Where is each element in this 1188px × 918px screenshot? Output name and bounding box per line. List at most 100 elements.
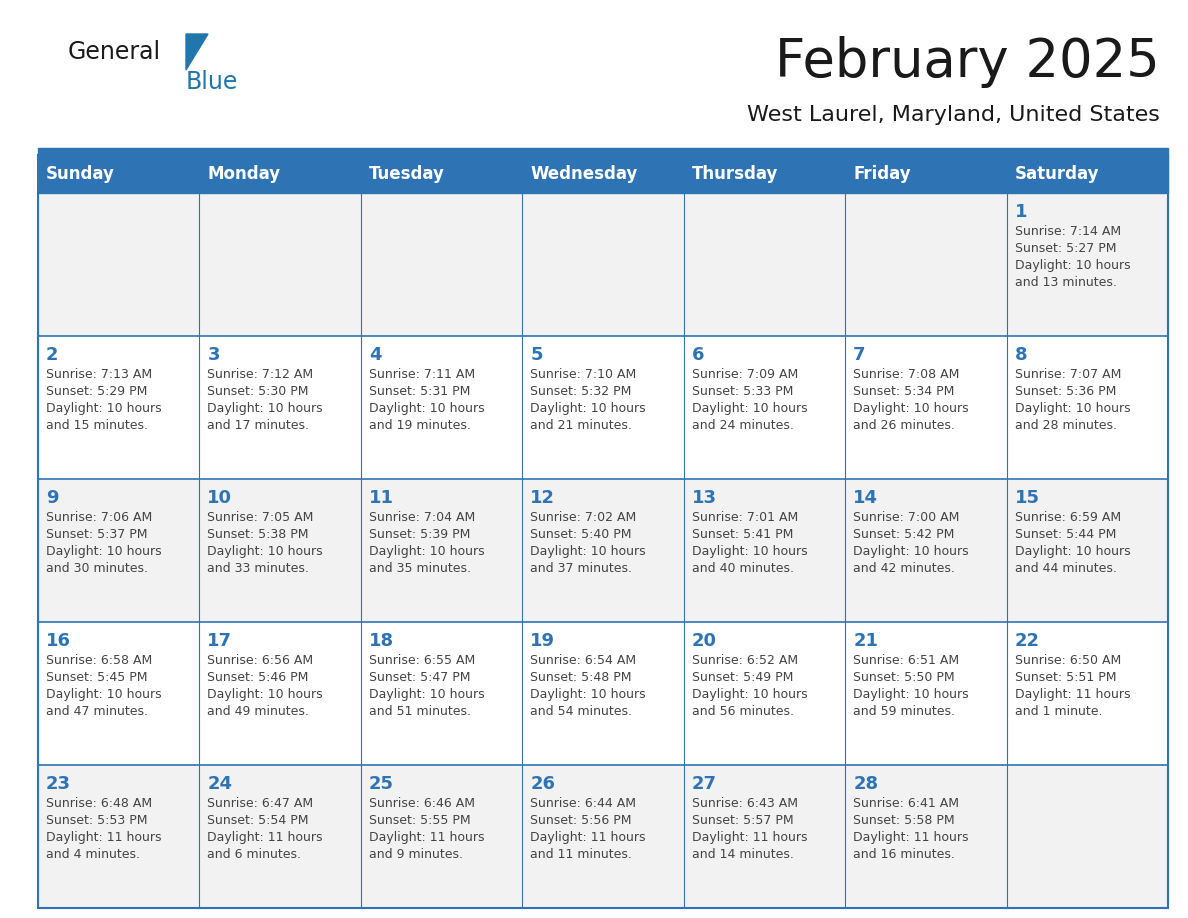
Text: 19: 19 [530,632,555,650]
Text: and 42 minutes.: and 42 minutes. [853,562,955,575]
Text: 7: 7 [853,346,866,364]
Bar [1006,622,1168,765]
Text: 23: 23 [46,775,71,793]
Bar [523,765,684,908]
Text: 2: 2 [46,346,58,364]
Bar [845,622,1006,765]
Text: Sunset: 5:58 PM: Sunset: 5:58 PM [853,814,955,827]
Text: Daylight: 10 hours: Daylight: 10 hours [208,688,323,701]
Bar [200,155,361,193]
Text: Sunset: 5:55 PM: Sunset: 5:55 PM [368,814,470,827]
Text: 5: 5 [530,346,543,364]
Bar [684,193,845,336]
Bar [38,155,1168,908]
Text: and 13 minutes.: and 13 minutes. [1015,276,1117,289]
Text: Sunrise: 6:55 AM: Sunrise: 6:55 AM [368,654,475,667]
Text: Sunset: 5:29 PM: Sunset: 5:29 PM [46,385,147,398]
Text: Sunrise: 7:00 AM: Sunrise: 7:00 AM [853,511,960,524]
Bar [523,622,684,765]
Text: and 51 minutes.: and 51 minutes. [368,705,470,718]
Text: Sunrise: 7:08 AM: Sunrise: 7:08 AM [853,368,960,381]
Text: 17: 17 [208,632,233,650]
Bar [1006,765,1168,908]
Text: Sunset: 5:42 PM: Sunset: 5:42 PM [853,528,954,541]
Text: Sunrise: 7:04 AM: Sunrise: 7:04 AM [368,511,475,524]
Bar [361,193,523,336]
Bar [38,765,200,908]
Text: February 2025: February 2025 [776,36,1159,88]
Text: Sunset: 5:37 PM: Sunset: 5:37 PM [46,528,147,541]
Bar [684,622,845,765]
Text: Saturday: Saturday [1015,165,1099,183]
Text: Daylight: 10 hours: Daylight: 10 hours [853,545,968,558]
Text: Daylight: 11 hours: Daylight: 11 hours [853,831,968,844]
Text: and 54 minutes.: and 54 minutes. [530,705,632,718]
Text: Sunrise: 7:07 AM: Sunrise: 7:07 AM [1015,368,1121,381]
Bar [200,193,361,336]
Bar [845,155,1006,193]
Text: Sunrise: 6:54 AM: Sunrise: 6:54 AM [530,654,637,667]
Text: Sunset: 5:30 PM: Sunset: 5:30 PM [208,385,309,398]
Bar [361,479,523,622]
Bar [200,622,361,765]
Text: Sunset: 5:31 PM: Sunset: 5:31 PM [368,385,470,398]
Text: Thursday: Thursday [691,165,778,183]
Text: Daylight: 11 hours: Daylight: 11 hours [1015,688,1130,701]
Text: Daylight: 10 hours: Daylight: 10 hours [853,688,968,701]
Text: Daylight: 11 hours: Daylight: 11 hours [208,831,323,844]
Text: Sunset: 5:40 PM: Sunset: 5:40 PM [530,528,632,541]
Bar [200,479,361,622]
Bar [523,479,684,622]
Bar [684,336,845,479]
Text: and 24 minutes.: and 24 minutes. [691,419,794,432]
Bar [845,765,1006,908]
Bar [684,155,845,193]
Text: Sunrise: 7:06 AM: Sunrise: 7:06 AM [46,511,152,524]
Text: 20: 20 [691,632,716,650]
Text: Sunset: 5:53 PM: Sunset: 5:53 PM [46,814,147,827]
Text: Sunset: 5:46 PM: Sunset: 5:46 PM [208,671,309,684]
Text: 3: 3 [208,346,220,364]
Text: Sunrise: 6:44 AM: Sunrise: 6:44 AM [530,797,637,810]
Text: and 33 minutes.: and 33 minutes. [208,562,309,575]
Text: Sunrise: 6:43 AM: Sunrise: 6:43 AM [691,797,797,810]
Text: and 40 minutes.: and 40 minutes. [691,562,794,575]
Text: Daylight: 10 hours: Daylight: 10 hours [368,688,485,701]
Bar [38,479,200,622]
Text: Sunrise: 6:46 AM: Sunrise: 6:46 AM [368,797,475,810]
Text: 24: 24 [208,775,233,793]
Text: Tuesday: Tuesday [368,165,444,183]
Text: Daylight: 10 hours: Daylight: 10 hours [208,402,323,415]
Text: Sunset: 5:36 PM: Sunset: 5:36 PM [1015,385,1116,398]
Bar [1006,479,1168,622]
Text: and 47 minutes.: and 47 minutes. [46,705,148,718]
Text: West Laurel, Maryland, United States: West Laurel, Maryland, United States [747,105,1159,125]
Bar [1006,193,1168,336]
Text: Daylight: 11 hours: Daylight: 11 hours [530,831,646,844]
Text: Daylight: 11 hours: Daylight: 11 hours [691,831,807,844]
Bar [361,622,523,765]
Bar [38,148,1168,155]
Text: 13: 13 [691,489,716,507]
Text: Sunset: 5:56 PM: Sunset: 5:56 PM [530,814,632,827]
Text: Sunset: 5:41 PM: Sunset: 5:41 PM [691,528,794,541]
Text: Sunset: 5:49 PM: Sunset: 5:49 PM [691,671,794,684]
Text: Sunrise: 6:56 AM: Sunrise: 6:56 AM [208,654,314,667]
Text: and 56 minutes.: and 56 minutes. [691,705,794,718]
Bar [684,765,845,908]
Text: Sunrise: 6:52 AM: Sunrise: 6:52 AM [691,654,798,667]
Bar [845,479,1006,622]
Text: Daylight: 10 hours: Daylight: 10 hours [1015,545,1130,558]
Text: Daylight: 10 hours: Daylight: 10 hours [530,688,646,701]
Text: Sunset: 5:50 PM: Sunset: 5:50 PM [853,671,955,684]
Text: and 9 minutes.: and 9 minutes. [368,848,463,861]
Bar [361,336,523,479]
Text: Sunrise: 6:51 AM: Sunrise: 6:51 AM [853,654,959,667]
Text: 14: 14 [853,489,878,507]
Bar [845,336,1006,479]
Text: Sunset: 5:38 PM: Sunset: 5:38 PM [208,528,309,541]
Text: Daylight: 10 hours: Daylight: 10 hours [530,545,646,558]
Text: Sunset: 5:44 PM: Sunset: 5:44 PM [1015,528,1116,541]
Text: Sunrise: 7:12 AM: Sunrise: 7:12 AM [208,368,314,381]
Text: 9: 9 [46,489,58,507]
